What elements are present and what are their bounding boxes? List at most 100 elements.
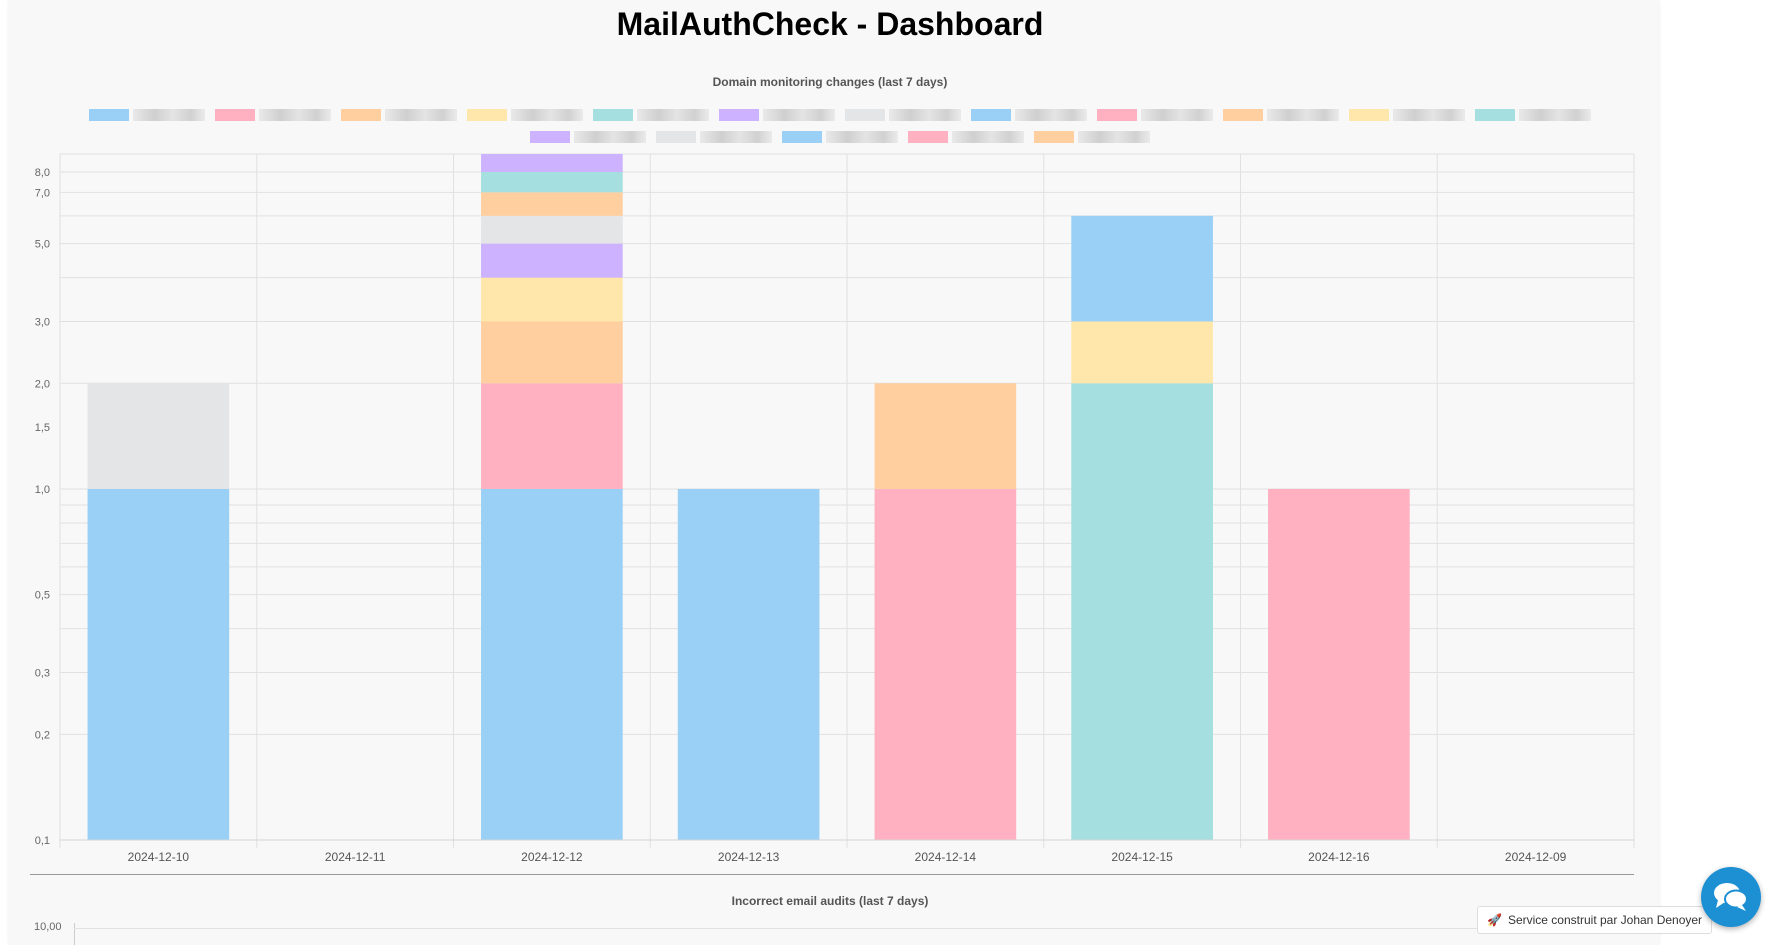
- legend-label-redacted: [574, 131, 646, 143]
- y-tick-label: 2,0: [35, 378, 50, 390]
- legend-item[interactable]: [593, 108, 709, 122]
- legend-label-redacted: [133, 109, 205, 121]
- bar-segment: [677, 488, 820, 840]
- chart-title-audits: Incorrect email audits (last 7 days): [731, 894, 929, 908]
- chart-title: Domain monitoring changes (last 7 days): [712, 75, 948, 89]
- bar-segment: [481, 215, 623, 244]
- legend-swatch: [593, 109, 633, 121]
- bar-segment: [1071, 321, 1213, 384]
- legend-label-redacted: [1519, 109, 1591, 121]
- legend-label-redacted: [700, 131, 772, 143]
- legend-swatch: [341, 109, 381, 121]
- y-tick-label: 10,00: [34, 921, 62, 933]
- legend-item[interactable]: [467, 108, 583, 122]
- chart-legend: [40, 108, 1640, 144]
- x-tick-label: 2024-12-11: [325, 850, 386, 864]
- legend-label-redacted: [952, 131, 1024, 143]
- legend-item[interactable]: [1475, 108, 1591, 122]
- y-tick-label: 7,0: [35, 187, 50, 199]
- bar-segment: [481, 277, 623, 322]
- x-tick-label: 2024-12-14: [915, 850, 977, 864]
- legend-swatch: [845, 109, 885, 121]
- legend-item[interactable]: [530, 130, 646, 144]
- rocket-icon: 🚀: [1487, 913, 1502, 927]
- y-tick-label: 5,0: [35, 239, 50, 251]
- legend-swatch: [656, 131, 696, 143]
- x-tick-label: 2024-12-16: [1308, 850, 1370, 864]
- legend-item[interactable]: [1097, 108, 1213, 122]
- legend-label-redacted: [1267, 109, 1339, 121]
- legend-item[interactable]: [971, 108, 1087, 122]
- bar-segment: [1071, 215, 1213, 322]
- legend-label-redacted: [826, 131, 898, 143]
- bar-segment: [87, 383, 230, 489]
- y-tick-label: 0,2: [35, 729, 50, 741]
- legend-item[interactable]: [1223, 108, 1339, 122]
- legend-label-redacted: [259, 109, 331, 121]
- legend-swatch: [1223, 109, 1263, 121]
- bar-segment: [481, 321, 623, 384]
- legend-item[interactable]: [341, 108, 457, 122]
- chat-button[interactable]: [1701, 867, 1761, 927]
- legend-swatch: [1349, 109, 1389, 121]
- legend-swatch: [530, 131, 570, 143]
- legend-swatch: [719, 109, 759, 121]
- y-tick-label: 0,5: [35, 590, 50, 602]
- x-tick-label: 2024-12-13: [718, 850, 780, 864]
- credit-text: Service construit par Johan Denoyer: [1507, 913, 1703, 927]
- y-tick-label: 1,0: [35, 484, 50, 496]
- legend-item[interactable]: [908, 130, 1024, 144]
- y-tick-label: 3,0: [35, 316, 50, 328]
- legend-label-redacted: [1141, 109, 1213, 121]
- y-tick-label: 8,0: [35, 167, 50, 179]
- legend-label-redacted: [763, 109, 835, 121]
- legend-item[interactable]: [215, 108, 331, 122]
- legend-item[interactable]: [845, 108, 961, 122]
- legend-swatch: [1097, 109, 1137, 121]
- legend-item[interactable]: [1034, 130, 1150, 144]
- legend-swatch: [1475, 109, 1515, 121]
- bar-segment: [481, 383, 623, 489]
- legend-label-redacted: [637, 109, 709, 121]
- legend-swatch: [89, 109, 129, 121]
- section-divider: [30, 874, 1634, 875]
- gridline: [74, 928, 1634, 929]
- bar-segment: [87, 488, 230, 840]
- x-tick-label: 2024-12-15: [1111, 850, 1173, 864]
- page-title: MailAuthCheck - Dashboard: [616, 6, 1044, 42]
- bar-segment: [1071, 383, 1213, 840]
- legend-swatch: [782, 131, 822, 143]
- legend-swatch: [467, 109, 507, 121]
- y-tick-label: 1,5: [35, 422, 50, 434]
- bar-segment: [481, 154, 623, 172]
- y-tick-label: 0,3: [35, 668, 50, 680]
- legend-item[interactable]: [782, 130, 898, 144]
- legend-item[interactable]: [719, 108, 835, 122]
- legend-item[interactable]: [89, 108, 205, 122]
- legend-swatch: [908, 131, 948, 143]
- chat-bubbles-icon: [1714, 883, 1748, 911]
- bar-segment: [874, 488, 1017, 840]
- bar-segment: [481, 192, 623, 216]
- legend-label-redacted: [889, 109, 961, 121]
- legend-label-redacted: [1015, 109, 1087, 121]
- bar-segment: [1268, 488, 1410, 840]
- legend-item[interactable]: [1349, 108, 1465, 122]
- legend-swatch: [971, 109, 1011, 121]
- legend-swatch: [1034, 131, 1074, 143]
- domain-monitoring-chart: 0,1 0,2 0,3 0,5 1,0 1,5 2,0 3,0 5,0 7,0 8,0 2024-12…: [35, 153, 1635, 864]
- legend-label-redacted: [1078, 131, 1150, 143]
- credit-badge[interactable]: 🚀 Service construit par Johan Denoyer: [1477, 906, 1713, 934]
- y-axis-line: [74, 923, 75, 945]
- legend-label-redacted: [1393, 109, 1465, 121]
- legend-label-redacted: [511, 109, 583, 121]
- legend-item[interactable]: [656, 130, 772, 144]
- bar-segment: [481, 243, 623, 278]
- legend-label-redacted: [385, 109, 457, 121]
- bar-segment: [481, 488, 623, 840]
- bar-segment: [481, 171, 623, 193]
- x-tick-label: 2024-12-09: [1505, 850, 1567, 864]
- legend-swatch: [215, 109, 255, 121]
- y-tick-label: 0,1: [35, 835, 50, 847]
- x-tick-label: 2024-12-10: [128, 850, 190, 864]
